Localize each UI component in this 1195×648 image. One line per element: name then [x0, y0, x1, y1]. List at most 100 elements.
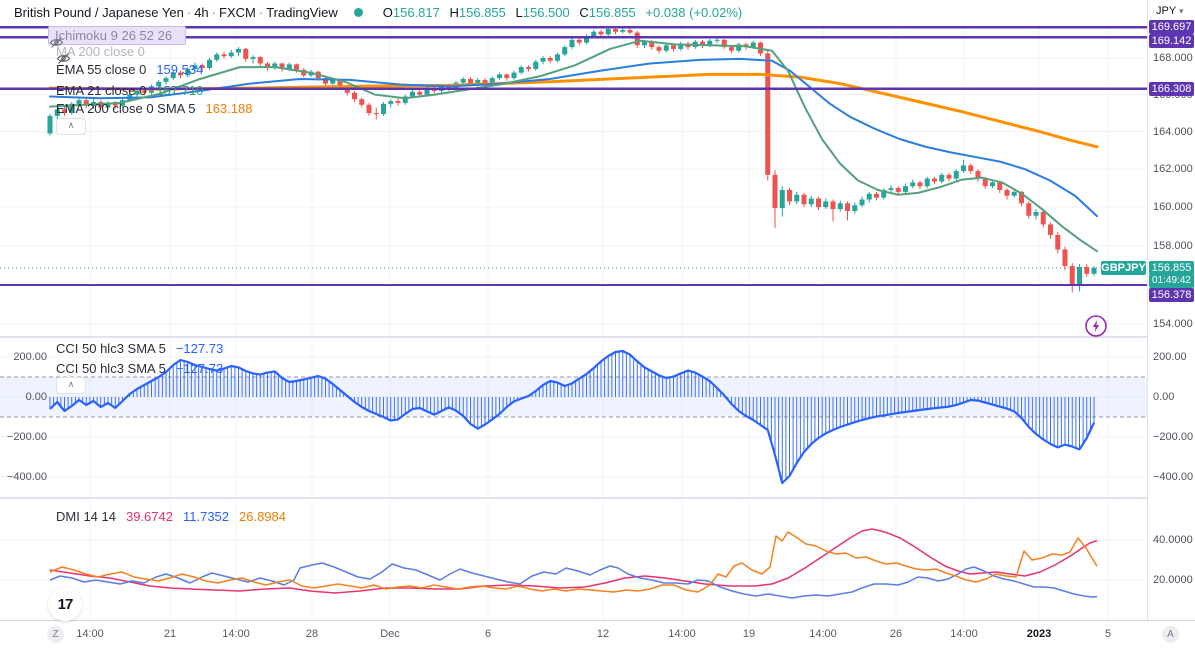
exchange-label: FXCM — [219, 5, 256, 20]
candle-body — [533, 61, 539, 69]
low-key: L — [515, 5, 523, 20]
main-price-pane[interactable] — [0, 25, 1147, 336]
overlay-ema-200-sma-5[interactable] — [48, 72, 1099, 149]
open-value: 156.817 — [392, 5, 440, 20]
overlay-ema-55[interactable] — [49, 57, 1098, 218]
candle-body — [69, 103, 75, 114]
dmi-plusminus-di-line[interactable] — [49, 562, 1098, 599]
candle-body — [214, 54, 220, 60]
candle-body — [620, 29, 626, 32]
ohlc-readout: O156.817 H156.855 L156.500 C156.855 +0.0… — [377, 5, 743, 20]
candle-body — [562, 47, 568, 55]
price-tick-label: 164.000 — [1153, 126, 1193, 138]
time-scale[interactable]: Z A 14:00 21 14:00 28 Dec 6 12 14:00 19 14:00 26 14… — [0, 620, 1195, 648]
time-tick-label: 28 — [305, 628, 319, 640]
candle-body — [729, 47, 734, 51]
candle-body — [801, 194, 807, 205]
legend-ema21[interactable]: EMA 21 close 0 157.710 — [56, 83, 204, 98]
candle-body — [1069, 265, 1075, 286]
candle-body — [395, 101, 401, 103]
candle-body — [714, 39, 720, 41]
overlay-ema-21[interactable] — [49, 39, 1098, 253]
candle-body — [975, 171, 981, 179]
market-status-dot-icon[interactable] — [353, 8, 363, 17]
candle-body — [787, 190, 792, 202]
candle-body — [228, 52, 234, 57]
candle-body — [1040, 211, 1046, 225]
candle-body — [808, 198, 814, 205]
candle-body — [671, 45, 676, 49]
dmi-pane[interactable] — [0, 500, 1147, 620]
candle-body — [874, 193, 879, 198]
symbol-title[interactable]: British Pound / Japanese Yen · 4h · FXCM · Tra… — [14, 5, 338, 20]
legend-ema200[interactable]: EMA 200 close 0 SMA 5 163.188 — [56, 101, 253, 116]
candle-body — [337, 79, 343, 87]
price-tick-label: 168.000 — [1153, 52, 1193, 64]
pane-divider[interactable] — [0, 497, 1195, 499]
current-price-badge: 156.855 — [1149, 261, 1194, 275]
candle-body — [576, 39, 582, 43]
price-scale[interactable]: JPY ▾ 168.000166.000164.000162.000160.00… — [1147, 0, 1195, 648]
legend-dmi[interactable]: DMI 14 14 39.6742 11.7352 26.8984 — [56, 509, 287, 524]
candle-body — [112, 102, 118, 106]
currency-selector[interactable]: JPY ▾ — [1156, 5, 1184, 17]
collapse-cci-legend-button[interactable]: ∧ — [56, 377, 86, 394]
tradingview-logo[interactable]: 17 — [48, 587, 82, 621]
ema200-value: 163.188 — [205, 101, 253, 116]
cci-pane[interactable] — [0, 340, 1147, 497]
candle-body — [598, 31, 604, 35]
dmi-adx-value: 39.6742 — [125, 509, 173, 524]
candle-body — [663, 45, 669, 51]
candle-body — [736, 44, 742, 51]
legend-cci-2[interactable]: CCI 50 hlc3 SMA 5 −127.73 — [56, 361, 224, 376]
candle-body — [895, 188, 901, 192]
cci-tick-label: 0.00 — [1153, 391, 1175, 403]
cci1-value: −127.73 — [175, 341, 224, 356]
candle-body — [460, 78, 466, 83]
candle-body — [221, 54, 227, 57]
candle-body — [1091, 267, 1097, 274]
symbol-price-tag: GBPJPY — [1101, 261, 1146, 275]
cci-tick-label: 200.00 — [1153, 351, 1187, 363]
cci2-value: −127.73 — [175, 361, 224, 376]
price-level-badge: 156.378 — [1149, 288, 1194, 302]
cci-tick-label: −200.00 — [1153, 431, 1194, 443]
time-tick-label: 26 — [889, 628, 903, 640]
legend-ichimoku[interactable]: Ichimoku 9 26 52 26 — [48, 26, 187, 48]
dmi-minus-di-line[interactable] — [49, 531, 1098, 593]
candle-body — [765, 53, 771, 175]
candle-body — [185, 68, 191, 76]
cci-line[interactable] — [49, 349, 1095, 485]
platform-label: TradingView — [266, 5, 338, 20]
candle-body — [605, 29, 611, 35]
timeframe-label[interactable]: 4h — [194, 5, 209, 20]
candle-body — [707, 40, 713, 46]
time-tick-label: 14:00 — [950, 628, 978, 640]
candle-body — [903, 186, 908, 192]
auto-scale-button[interactable]: A — [1162, 626, 1179, 643]
candle-body — [569, 39, 575, 48]
pane-divider[interactable] — [0, 336, 1195, 338]
change-value: +0.038 (+0.02%) — [645, 5, 743, 20]
candle-body — [497, 74, 502, 79]
dmi-minusdi-value: 26.8984 — [239, 509, 287, 524]
legend-cci-1[interactable]: CCI 50 hlc3 SMA 5 −127.73 — [56, 341, 224, 356]
ema21-value: 157.710 — [156, 83, 204, 98]
candle-body — [279, 63, 285, 69]
candle-body — [939, 174, 945, 182]
separator: · — [211, 5, 217, 20]
legend-ema55[interactable]: EMA 55 close 0 159.534 — [56, 62, 204, 77]
dmi-adx-line[interactable] — [49, 528, 1098, 594]
timezone-button[interactable]: Z — [47, 626, 64, 643]
candle-body — [156, 81, 162, 87]
candle-body — [330, 79, 336, 84]
candle-body — [424, 88, 430, 95]
candle-body — [518, 67, 524, 73]
candle-body — [968, 165, 974, 172]
legend-ma200[interactable]: MA 200 close 0 — [56, 44, 152, 64]
candle-body — [830, 201, 836, 210]
candle-body — [990, 182, 995, 187]
collapse-main-legend-button[interactable]: ∧ — [56, 118, 86, 135]
candle-body — [62, 109, 67, 114]
